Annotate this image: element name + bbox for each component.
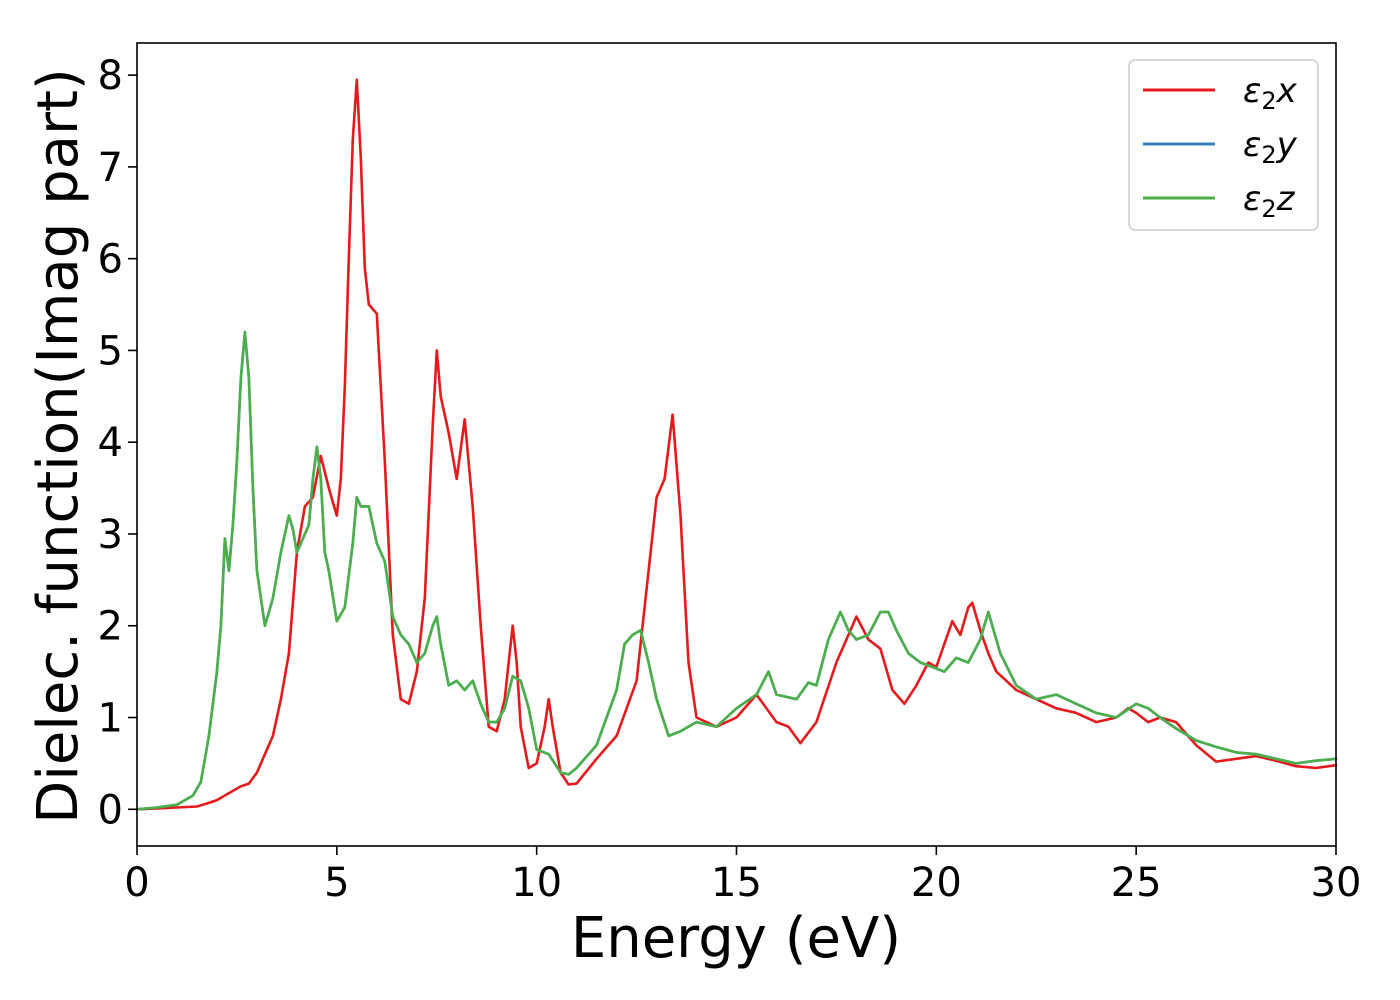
legend-subscript: 2 — [1261, 195, 1276, 223]
series-line-z — [135, 330, 1338, 811]
x-tick-label: 15 — [711, 860, 762, 906]
series-layer — [135, 78, 1338, 811]
legend-box — [1128, 59, 1319, 231]
legend-component: y — [1276, 125, 1298, 165]
x-tick-label: 0 — [124, 860, 149, 906]
legend-component: x — [1276, 71, 1298, 111]
legend-subscript: 2 — [1261, 141, 1276, 169]
x-tick-label: 20 — [911, 860, 962, 906]
y-tick-label: 6 — [98, 237, 123, 283]
y-tick-label: 8 — [98, 53, 123, 99]
y-axis-label: Dielec. function(Imag part) — [26, 68, 91, 824]
x-tick-label: 10 — [511, 860, 562, 906]
x-axis-label: Energy (eV) — [571, 906, 901, 971]
y-axis-ticks: 0 1 2 3 4 5 6 7 8 — [98, 53, 137, 833]
legend-symbol: ε — [1243, 179, 1261, 219]
y-tick-label: 0 — [98, 787, 123, 833]
x-tick-label: 25 — [1111, 860, 1162, 906]
x-tick-label: 30 — [1311, 860, 1362, 906]
y-tick-label: 7 — [98, 145, 123, 191]
y-tick-label: 3 — [98, 512, 123, 558]
legend-entry-z: ε2z — [1243, 179, 1296, 223]
legend-entry-x: ε2x — [1243, 71, 1298, 115]
legend-entry-y: ε2y — [1243, 125, 1298, 169]
legend-symbol: ε — [1243, 71, 1261, 111]
legend-subscript: 2 — [1261, 87, 1276, 115]
y-tick-label: 1 — [98, 696, 123, 742]
x-axis-ticks: 0 5 10 15 20 25 30 — [124, 846, 1361, 906]
legend-symbol: ε — [1243, 125, 1261, 165]
y-tick-label: 2 — [98, 604, 123, 650]
y-tick-label: 4 — [98, 420, 123, 466]
x-tick-label: 5 — [324, 860, 349, 906]
legend-component: z — [1276, 179, 1296, 219]
y-tick-label: 5 — [98, 328, 123, 374]
